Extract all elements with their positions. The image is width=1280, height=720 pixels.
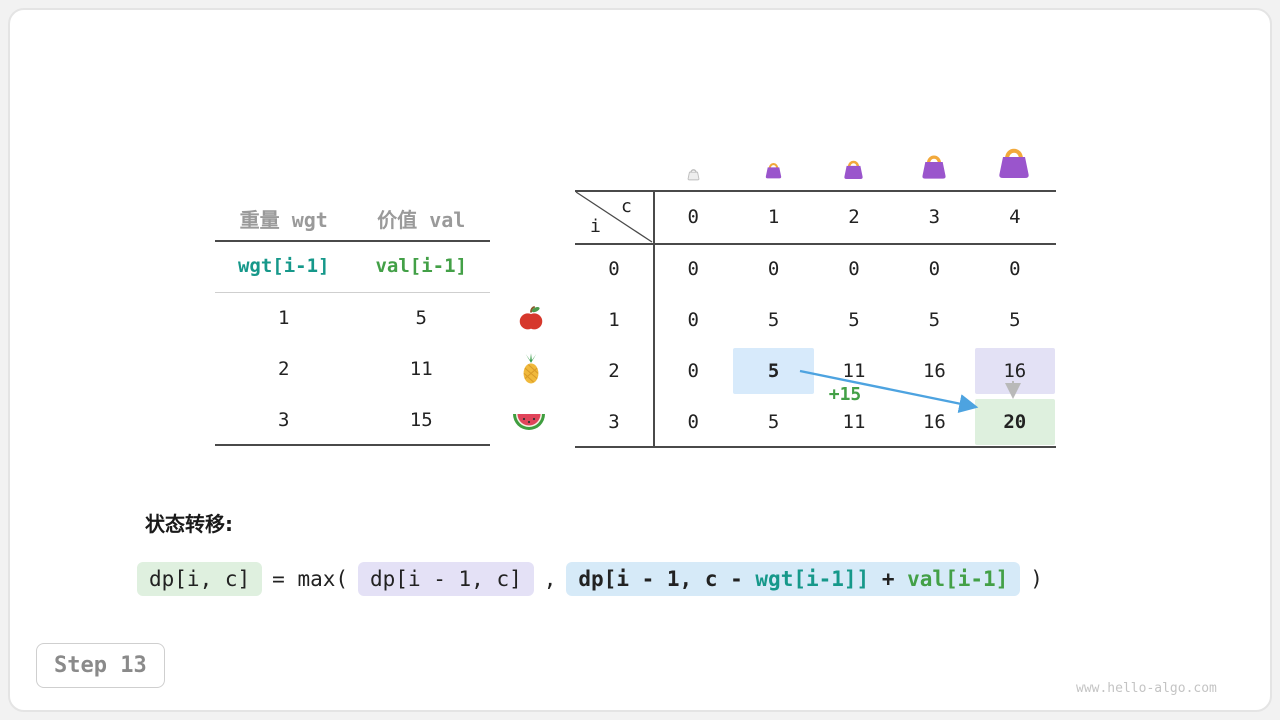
step-badge: Step 13: [36, 643, 165, 688]
bag-icon-2: [841, 157, 866, 185]
formula-term1: dp[i - 1, c]: [358, 562, 534, 596]
row-header: 2: [608, 360, 620, 383]
formula-term2-plus: +: [869, 567, 908, 591]
dp-table: c i 0 1 2 3 4 0 1 2 3 0 0 0 0 0 0 5 5 5 …: [575, 190, 1056, 448]
dp-cell: 0: [687, 308, 699, 331]
formula-close: ): [1030, 567, 1043, 591]
dp-cell: 5: [848, 308, 860, 331]
bag-icon-3: [918, 151, 950, 185]
corner-col-label: c: [621, 196, 632, 217]
dp-cell: 0: [687, 411, 699, 434]
formula-comma: ,: [543, 567, 557, 591]
item-row: 1 5: [215, 292, 490, 343]
item-val: 5: [415, 306, 427, 329]
dp-cell: 16: [922, 411, 946, 434]
dp-cell: 0: [687, 360, 699, 383]
bag-icon-4: [994, 143, 1034, 185]
col-header: 1: [767, 205, 780, 228]
dp-cell-source: 5: [767, 360, 780, 383]
formula-term2-wgt: wgt[i-1]]: [755, 567, 870, 591]
val-formula: val[i-1]: [375, 255, 467, 277]
dp-cell: 0: [928, 257, 941, 280]
highlight-current-cell: [974, 399, 1055, 445]
dp-cell: 0: [767, 257, 780, 280]
col-header: 3: [928, 205, 941, 228]
row-header: 3: [608, 411, 620, 434]
divider: [575, 446, 1056, 448]
corner-row-label: i: [590, 216, 601, 237]
col-header: 4: [1009, 205, 1021, 228]
transition-gain-label: +15: [828, 384, 862, 405]
dp-cell: 0: [687, 257, 699, 280]
formula-term2-val: val[i-1]: [907, 567, 1009, 591]
dp-cell: 11: [842, 411, 866, 434]
dp-cell: 16: [922, 360, 946, 383]
formula-term2: dp[i - 1, c - wgt[i-1]] + val[i-1]: [566, 562, 1021, 596]
divider: [575, 243, 1056, 245]
watermark: www.hello-algo.com: [1076, 681, 1217, 696]
dp-cell: 0: [1009, 257, 1021, 280]
formula-equals: = max(: [272, 567, 349, 591]
dp-cell: 5: [928, 308, 941, 331]
dp-cell: 5: [767, 308, 780, 331]
item-row: 2 11: [215, 343, 490, 394]
divider: [653, 190, 655, 448]
item-wgt: 1: [278, 306, 290, 329]
dp-cell: 5: [1009, 308, 1021, 331]
divider: [215, 240, 490, 242]
row-header: 1: [608, 308, 620, 331]
item-row: 3 15: [215, 394, 490, 445]
row-header: 0: [608, 257, 620, 280]
apple-icon: [514, 302, 548, 336]
weight-header: 重量 wgt: [239, 207, 328, 232]
dp-cell: 5: [767, 411, 780, 434]
value-header: 价值 val: [377, 207, 466, 232]
items-formula-row: wgt[i-1] val[i-1]: [215, 240, 490, 292]
bag-icon-1: [763, 160, 784, 184]
transition-formula: dp[i, c] = max( dp[i - 1, c] , dp[i - 1,…: [137, 562, 1043, 596]
formula-term2-prefix: dp[i - 1, c -: [578, 567, 756, 591]
col-header: 2: [848, 205, 860, 228]
item-val: 15: [409, 408, 433, 431]
divider: [575, 190, 1056, 192]
divider: [215, 292, 490, 293]
items-table: 重量 wgt 价值 val wgt[i-1] val[i-1] 1 5 2 11…: [215, 196, 490, 446]
pineapple-icon: [514, 352, 548, 386]
item-val: 11: [409, 357, 433, 380]
divider: [215, 444, 490, 446]
dp-cell-above: 16: [1003, 360, 1027, 383]
col-header: 0: [687, 205, 699, 228]
transition-caption: 状态转移:: [145, 512, 233, 536]
formula-lhs: dp[i, c]: [137, 562, 263, 596]
items-table-header: 重量 wgt 价值 val: [215, 196, 490, 240]
dp-cell-current: 20: [1003, 411, 1027, 434]
watermelon-icon: [512, 406, 546, 440]
item-wgt: 3: [278, 408, 290, 431]
bag-icon-empty: [686, 166, 701, 185]
dp-cell: 0: [848, 257, 860, 280]
wgt-formula: wgt[i-1]: [237, 255, 330, 277]
item-wgt: 2: [278, 357, 290, 380]
